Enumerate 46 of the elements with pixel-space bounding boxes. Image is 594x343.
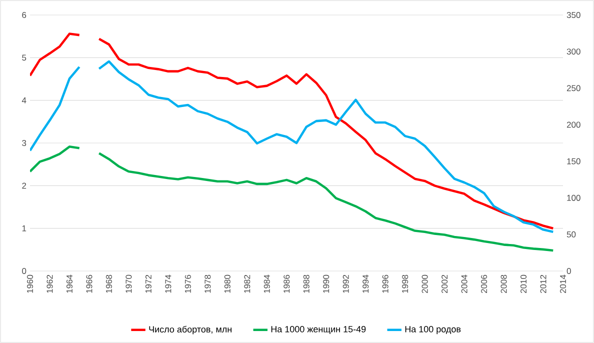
y2-tick-label: 50 <box>566 231 576 238</box>
x-tick-label: 1994 <box>362 274 369 293</box>
y-tick-label: 2 <box>22 182 26 189</box>
y-tick-label: 3 <box>22 140 26 146</box>
y2-tick-label: 350 <box>566 12 580 18</box>
y2-tick-label: 100 <box>567 194 580 201</box>
x-tick-label: 1984 <box>264 274 270 293</box>
x-tick-label: 1982 <box>244 274 250 293</box>
x-tick-label: 1988 <box>303 274 310 293</box>
x-tick-label: 2010 <box>520 274 527 294</box>
x-tick-label: 1998 <box>402 274 408 293</box>
y2-tick-label: 0 <box>566 268 571 274</box>
x-tick-label: 1992 <box>342 274 349 293</box>
x-tick-label: 1972 <box>145 274 152 293</box>
y2-tick-label: 200 <box>566 122 580 128</box>
x-tick-label: 1970 <box>126 274 132 293</box>
y-tick-label: 6 <box>22 12 26 18</box>
y2-tick-label: 150 <box>567 158 580 164</box>
x-tick-label: 2002 <box>442 274 448 294</box>
x-tick-label: 1986 <box>284 274 290 293</box>
x-tick-label: 1978 <box>204 274 211 293</box>
legend-label: Число абортов, млн <box>149 326 232 334</box>
x-tick-label: 1964 <box>66 274 72 293</box>
x-tick-label: 1996 <box>382 274 388 293</box>
y-tick-label: 4 <box>22 97 26 104</box>
x-tick-label: 1962 <box>46 274 53 293</box>
y-tick-label: 1 <box>22 225 26 232</box>
x-tick-label: 2014 <box>560 274 566 294</box>
y2-tick-label: 250 <box>566 85 580 92</box>
x-tick-label: 2008 <box>500 274 507 294</box>
x-tick-label: 2006 <box>481 274 488 294</box>
x-tick-label: 1976 <box>184 274 191 293</box>
legend-label: На 1000 женщин 15-49 <box>271 326 366 334</box>
x-tick-label: 1960 <box>27 274 34 293</box>
y-tick-label: 0 <box>22 268 26 274</box>
y-tick-label: 5 <box>22 54 26 61</box>
legend-label: На 100 родов <box>405 326 461 334</box>
x-tick-label: 1980 <box>224 274 230 293</box>
y2-tick-label: 300 <box>566 48 580 55</box>
x-tick-label: 1974 <box>165 274 172 293</box>
x-tick-label: 2012 <box>540 274 546 294</box>
x-tick-label: 2004 <box>461 274 468 294</box>
x-tick-label: 1968 <box>106 274 112 293</box>
x-tick-label: 1990 <box>323 274 330 293</box>
x-tick-label: 1966 <box>86 274 92 293</box>
x-tick-label: 2000 <box>422 274 428 294</box>
